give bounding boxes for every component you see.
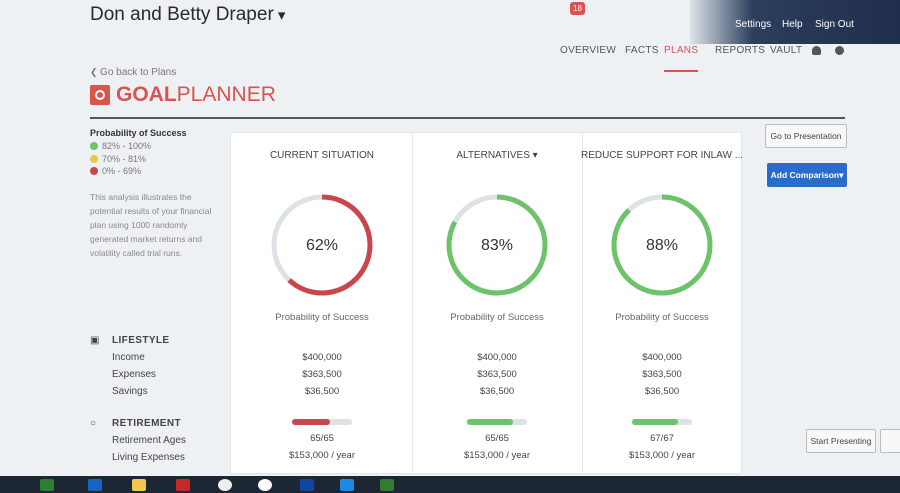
globe-icon[interactable] bbox=[835, 46, 844, 55]
legend-item: 0% - 69% bbox=[90, 166, 141, 176]
row-label: Income bbox=[112, 352, 145, 363]
retirement-bar-fill bbox=[632, 419, 678, 425]
taskbar-icon[interactable] bbox=[218, 479, 232, 491]
divider bbox=[90, 117, 845, 119]
logo: GOALPLANNER bbox=[90, 83, 276, 107]
taskbar-icon[interactable] bbox=[380, 479, 394, 491]
income-value: $400,000 bbox=[302, 352, 342, 363]
taskbar-icon[interactable] bbox=[88, 479, 102, 491]
taskbar-icon[interactable] bbox=[340, 479, 354, 491]
help-link[interactable]: Help bbox=[782, 19, 803, 30]
tab[interactable]: VAULT bbox=[770, 45, 803, 56]
income-value: $400,000 bbox=[477, 352, 517, 363]
living-expenses-value: $153,000 / year bbox=[463, 450, 531, 461]
retirement-ages-value: 65/65 bbox=[485, 433, 509, 444]
row-label: Savings bbox=[112, 386, 148, 397]
donut-label: 83% bbox=[481, 237, 513, 254]
living-expenses-value: $153,000 / year bbox=[628, 450, 696, 461]
column-separator bbox=[412, 132, 413, 472]
tab[interactable]: FACTS bbox=[625, 45, 659, 56]
savings-value: $36,500 bbox=[479, 386, 515, 397]
savings-value: $36,500 bbox=[644, 386, 680, 397]
donut-arc bbox=[611, 194, 713, 296]
probability-caption: Probability of Success bbox=[450, 312, 544, 323]
legend-label: 82% - 100% bbox=[102, 141, 152, 151]
scenario-title[interactable]: ALTERNATIVES ▾ bbox=[456, 150, 538, 161]
legend-title: Probability of Success bbox=[90, 128, 187, 138]
donut: 88% bbox=[611, 194, 713, 296]
living-expenses-value: $153,000 / year bbox=[288, 450, 356, 461]
donut: 62% bbox=[271, 194, 373, 296]
row-label: Retirement Ages bbox=[112, 435, 186, 446]
retirement-ages-value: 65/65 bbox=[310, 433, 334, 444]
add-comparison-button[interactable]: Add Comparison bbox=[767, 163, 847, 187]
legend-swatch bbox=[90, 154, 98, 163]
legend-swatch bbox=[90, 167, 98, 175]
retirement-bar bbox=[632, 419, 692, 425]
start-presenting-button[interactable]: Start Presenting bbox=[806, 429, 876, 453]
expenses-value: $363,500 bbox=[302, 369, 342, 380]
section-title: LIFESTYLE bbox=[90, 335, 170, 346]
donut-label: 88% bbox=[646, 237, 678, 254]
legend-item: 82% - 100% bbox=[90, 141, 151, 151]
presentation-button[interactable]: Go to Presentation bbox=[765, 124, 847, 148]
taskbar-icon[interactable] bbox=[132, 479, 146, 491]
logo-bold: GOAL bbox=[116, 83, 177, 106]
legend-label: 70% - 81% bbox=[102, 153, 147, 164]
retirement-bar-fill bbox=[292, 419, 330, 425]
logo-icon bbox=[90, 85, 110, 105]
section-title: RETIREMENT bbox=[90, 418, 181, 429]
description: This analysis illustrates the potential … bbox=[90, 192, 212, 258]
probability-caption: Probability of Success bbox=[275, 312, 369, 323]
taskbar-icon[interactable] bbox=[300, 479, 314, 491]
taskbar-icon[interactable] bbox=[176, 479, 190, 491]
back-link[interactable]: Go back to Plans bbox=[90, 67, 176, 78]
retirement-ages-value: 67/67 bbox=[650, 433, 674, 444]
donut-label: 62% bbox=[306, 237, 338, 254]
logo-light: PLANNER bbox=[176, 83, 276, 106]
comparison-panel bbox=[230, 132, 742, 474]
tab[interactable]: REPORTS bbox=[715, 45, 766, 56]
tab-active[interactable]: PLANS bbox=[664, 45, 699, 72]
donut-arc bbox=[271, 194, 373, 296]
settings-link[interactable]: Settings bbox=[735, 19, 772, 30]
legend-item: 70% - 81% bbox=[90, 154, 146, 164]
retirement-bar bbox=[292, 419, 352, 425]
income-value: $400,000 bbox=[642, 352, 682, 363]
donut-arc bbox=[446, 194, 548, 296]
share-button[interactable] bbox=[880, 429, 900, 453]
probability-caption: Probability of Success bbox=[615, 312, 709, 323]
client-name[interactable]: Don and Betty Draper bbox=[90, 4, 285, 26]
expenses-value: $363,500 bbox=[642, 369, 682, 380]
row-label: Living Expenses bbox=[112, 452, 185, 463]
sign-out-link[interactable]: Sign Out bbox=[815, 19, 854, 30]
notification-badge[interactable]: 18 bbox=[570, 2, 585, 15]
donut: 83% bbox=[446, 194, 548, 296]
column-separator bbox=[582, 132, 583, 472]
taskbar-icon[interactable] bbox=[40, 479, 54, 491]
user-icon[interactable] bbox=[812, 46, 821, 55]
savings-value: $36,500 bbox=[304, 386, 340, 397]
tab[interactable]: OVERVIEW bbox=[560, 45, 617, 56]
row-label: Expenses bbox=[112, 369, 156, 380]
legend-swatch bbox=[90, 142, 98, 150]
legend-label: 0% - 69% bbox=[102, 166, 142, 176]
retirement-bar-fill bbox=[467, 419, 513, 425]
top-bar bbox=[690, 0, 900, 44]
scenario-title: CURRENT SITUATION bbox=[269, 150, 375, 161]
expenses-value: $363,500 bbox=[477, 369, 517, 380]
scenario-title[interactable]: REDUCE SUPPORT FOR INLAW ... bbox=[580, 150, 744, 161]
taskbar-icon[interactable] bbox=[258, 479, 272, 491]
retirement-bar bbox=[467, 419, 527, 425]
